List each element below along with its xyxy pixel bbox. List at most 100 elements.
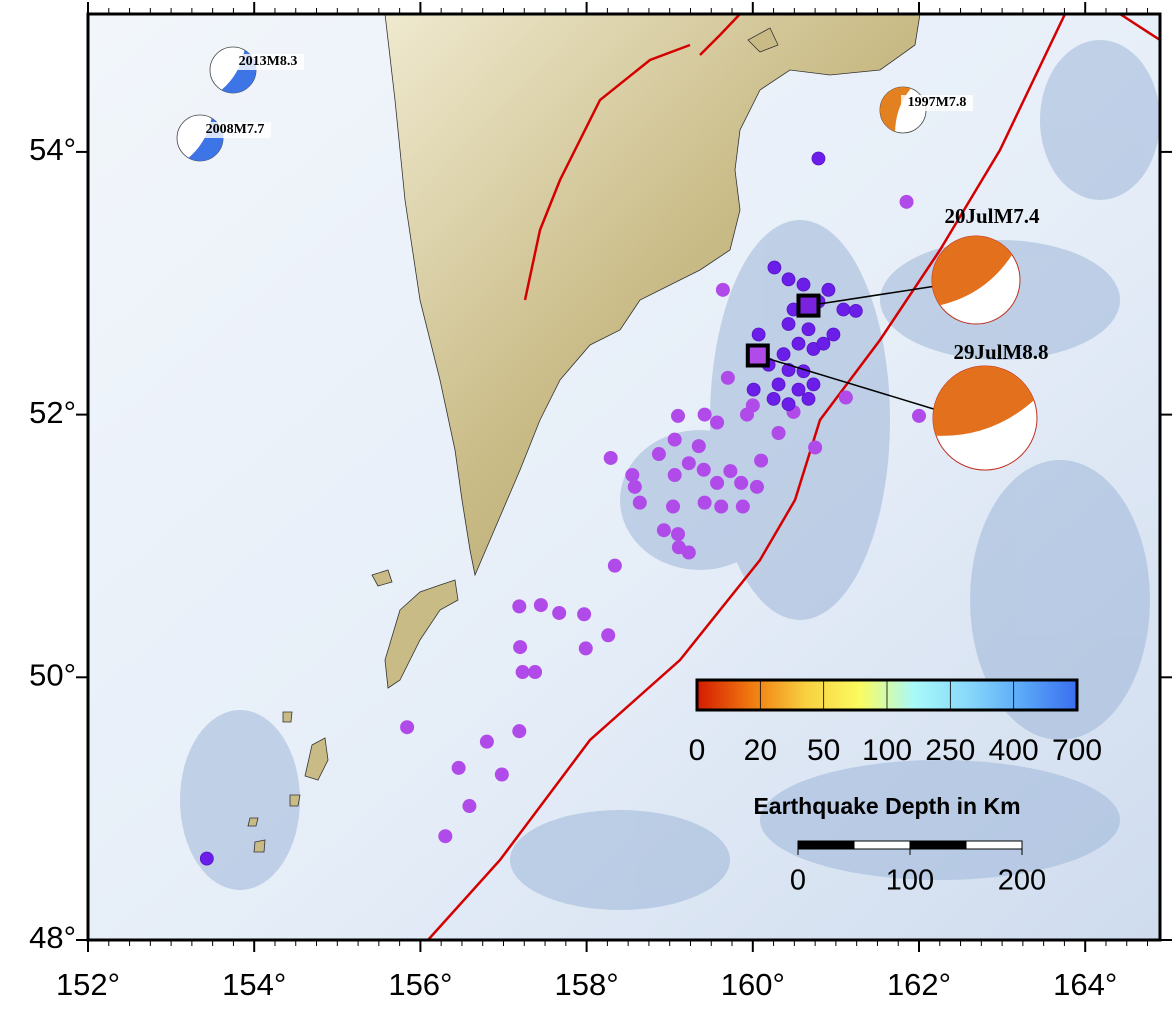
scalebar-segment [965, 840, 1023, 850]
earthquake [462, 799, 477, 814]
earthquake [781, 317, 796, 331]
earthquake [479, 734, 494, 749]
earthquake [801, 391, 816, 406]
event-label: 1997M7.8 [908, 95, 967, 110]
earthquake [438, 829, 453, 844]
scalebar-label: 0 [790, 865, 806, 897]
leader-line [757, 354, 938, 411]
earthquake [691, 439, 706, 454]
colorbar-title: Earthquake Depth in Km [753, 793, 1020, 819]
x-tick-label: 162° [887, 967, 951, 1002]
earthquake [667, 468, 682, 483]
earthquake [651, 447, 666, 462]
event-label: 2013M8.3 [239, 54, 298, 69]
earthquake [746, 382, 761, 397]
event-label: 2008M7.7 [206, 122, 265, 137]
earthquake [848, 303, 863, 318]
y-tick-label: 52° [29, 395, 76, 430]
axes: 152° 154° 156° 158° 160° 162° 164° 48° 50° 52° 54° [29, 2, 1172, 1002]
y-tick-label: 54° [29, 132, 76, 167]
earthquake [751, 327, 766, 342]
beachball-compression [932, 236, 1013, 306]
earthquake [796, 277, 811, 292]
x-tick-label: 156° [388, 967, 452, 1002]
earthquake [776, 347, 791, 362]
earthquake [745, 398, 760, 413]
beachball-compression [933, 366, 1034, 436]
earthquake [697, 407, 712, 422]
colorbar-label: 20 [744, 734, 777, 767]
earthquake [781, 397, 796, 412]
earthquake [667, 432, 682, 447]
colorbar-label: 400 [989, 734, 1039, 767]
earthquake [578, 641, 593, 656]
earthquake [816, 336, 831, 351]
earthquake [836, 302, 851, 317]
mainshock [745, 343, 770, 368]
x-tick-label: 160° [721, 967, 785, 1002]
x-tick-label: 152° [56, 967, 120, 1002]
x-tick-label: 164° [1053, 967, 1117, 1002]
earthquake [714, 499, 729, 514]
earthquake [791, 382, 806, 397]
earthquake [681, 456, 696, 471]
earthquake [838, 390, 853, 405]
focal-mechanisms: 20JulM7.4 29JulM8.8 2013M8.3 2008M7.7 1997M7… [176, 46, 1049, 471]
earthquake [603, 450, 618, 465]
earthquake [781, 363, 796, 377]
trench [1119, 14, 1160, 42]
event-label: 29JulM8.8 [953, 340, 1048, 364]
colorbar-label: 100 [862, 734, 912, 767]
scalebar-segment [909, 840, 967, 850]
earthquake [766, 391, 781, 406]
earthquake [734, 475, 749, 490]
earthquake [577, 607, 592, 622]
earthquake [806, 377, 821, 392]
scalebar-label: 100 [886, 865, 934, 897]
earthquake [767, 260, 782, 275]
island [247, 711, 301, 853]
earthquake [912, 408, 927, 423]
earthquake [666, 499, 681, 514]
island [747, 27, 779, 53]
earthquake [512, 724, 527, 739]
earthquake [749, 479, 764, 494]
earthquake [632, 495, 647, 510]
leader-line [808, 285, 937, 307]
colorbar-label: 50 [807, 734, 840, 767]
label-bg [901, 95, 973, 111]
colorbar-label: 700 [1052, 734, 1102, 767]
kamchatka [384, 14, 921, 577]
island [371, 569, 393, 587]
earthquake [821, 282, 836, 297]
earthquake [771, 377, 786, 392]
earthquake [625, 468, 640, 483]
earthquake [681, 545, 696, 560]
earthquake [791, 336, 806, 351]
earthquake [451, 760, 466, 775]
earthquake [656, 523, 671, 538]
earthquake [754, 453, 769, 468]
earthquake [826, 327, 841, 342]
earthquake [528, 665, 543, 680]
y-tick-label: 48° [29, 920, 76, 955]
label-bg [199, 122, 271, 138]
mainshock [796, 293, 821, 318]
frame [86, 12, 1162, 942]
event-label: 20JulM7.4 [944, 204, 1040, 228]
earthquake [607, 558, 622, 573]
earthquake [710, 415, 725, 430]
fault [523, 14, 741, 301]
island [384, 579, 459, 689]
earthquake [513, 640, 528, 655]
trench [427, 14, 1067, 940]
island [304, 737, 329, 781]
earthquake [720, 370, 735, 385]
earthquake [671, 408, 686, 423]
earthquake [781, 272, 796, 287]
earthquake [533, 598, 548, 613]
earthquake [671, 527, 686, 542]
earthquake [899, 194, 914, 209]
earthquake [199, 851, 214, 866]
